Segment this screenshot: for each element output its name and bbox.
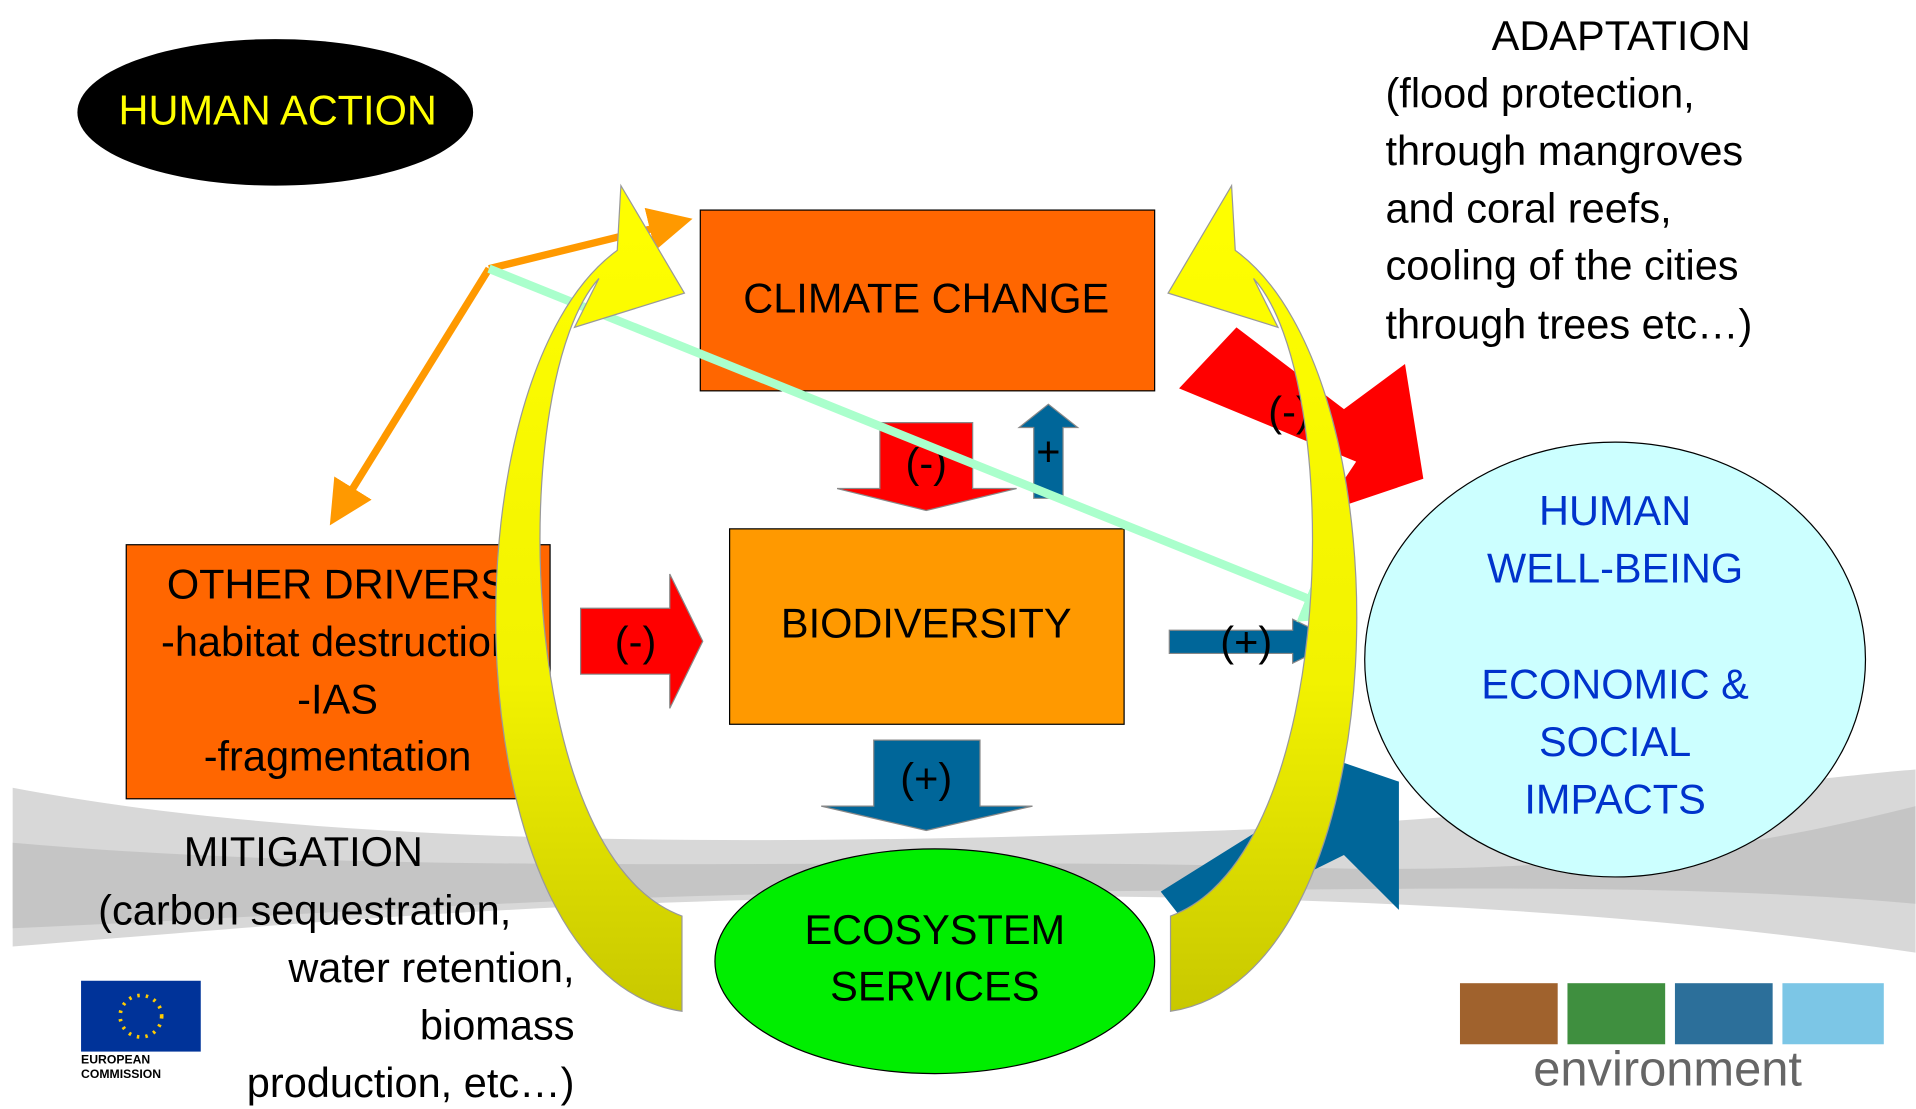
eu-flag — [81, 981, 201, 1052]
arrow-label: (+) — [1220, 618, 1272, 665]
adaptation-line: through trees etc…) — [1385, 300, 1752, 347]
node-label: WELL-BEING — [1487, 545, 1743, 592]
diagram: HUMAN ACTION ADAPTATION (flood protectio… — [0, 0, 1916, 1109]
node-label: BIODIVERSITY — [781, 600, 1072, 647]
env-tile — [1460, 983, 1558, 1044]
mitigation-title: MITIGATION — [184, 828, 423, 875]
environment-label: environment — [1533, 1042, 1802, 1096]
eu-label: COMMISSION — [81, 1067, 161, 1081]
node-label: -IAS — [297, 675, 378, 722]
page: {"human_action": "HUMAN ACTION", "adapta… — [0, 0, 1916, 1109]
arrow-label: (+) — [900, 755, 952, 802]
mitigation-line: water retention, — [287, 944, 574, 991]
env-tile — [1675, 983, 1773, 1044]
node-label: SOCIAL — [1539, 718, 1691, 765]
env-tile — [1782, 983, 1883, 1044]
node-label: SERVICES — [830, 962, 1039, 1009]
adaptation-line: and coral reefs, — [1385, 184, 1671, 231]
mitigation-line: production, etc…) — [247, 1059, 575, 1106]
arrow-label: (-) — [615, 618, 656, 665]
mitigation-line: biomass — [420, 1001, 575, 1048]
node-label: -habitat destruction — [161, 618, 514, 665]
adaptation-line: (flood protection, — [1385, 69, 1694, 116]
human-action: HUMAN ACTION — [119, 87, 437, 134]
node-label: -fragmentation — [204, 733, 472, 780]
node-label: IMPACTS — [1524, 775, 1705, 822]
node-label: ECOSYSTEM — [804, 906, 1065, 953]
adaptation-line: cooling of the cities — [1385, 242, 1738, 289]
ecosystem-services-oval — [715, 849, 1155, 1074]
adaptation-title: ADAPTATION — [1492, 12, 1751, 59]
connector — [338, 269, 489, 513]
node-label: HUMAN — [1539, 487, 1691, 534]
node-label: CLIMATE CHANGE — [743, 275, 1109, 322]
node-label: OTHER DRIVERS — [167, 560, 508, 607]
mitigation-line: (carbon sequestration, — [98, 887, 511, 934]
arrow-label: + — [1036, 427, 1060, 474]
eu-label: EUROPEAN — [81, 1052, 150, 1066]
node-label: ECONOMIC & — [1481, 661, 1749, 708]
env-tile — [1567, 983, 1665, 1044]
adaptation-line: through mangroves — [1385, 127, 1743, 174]
